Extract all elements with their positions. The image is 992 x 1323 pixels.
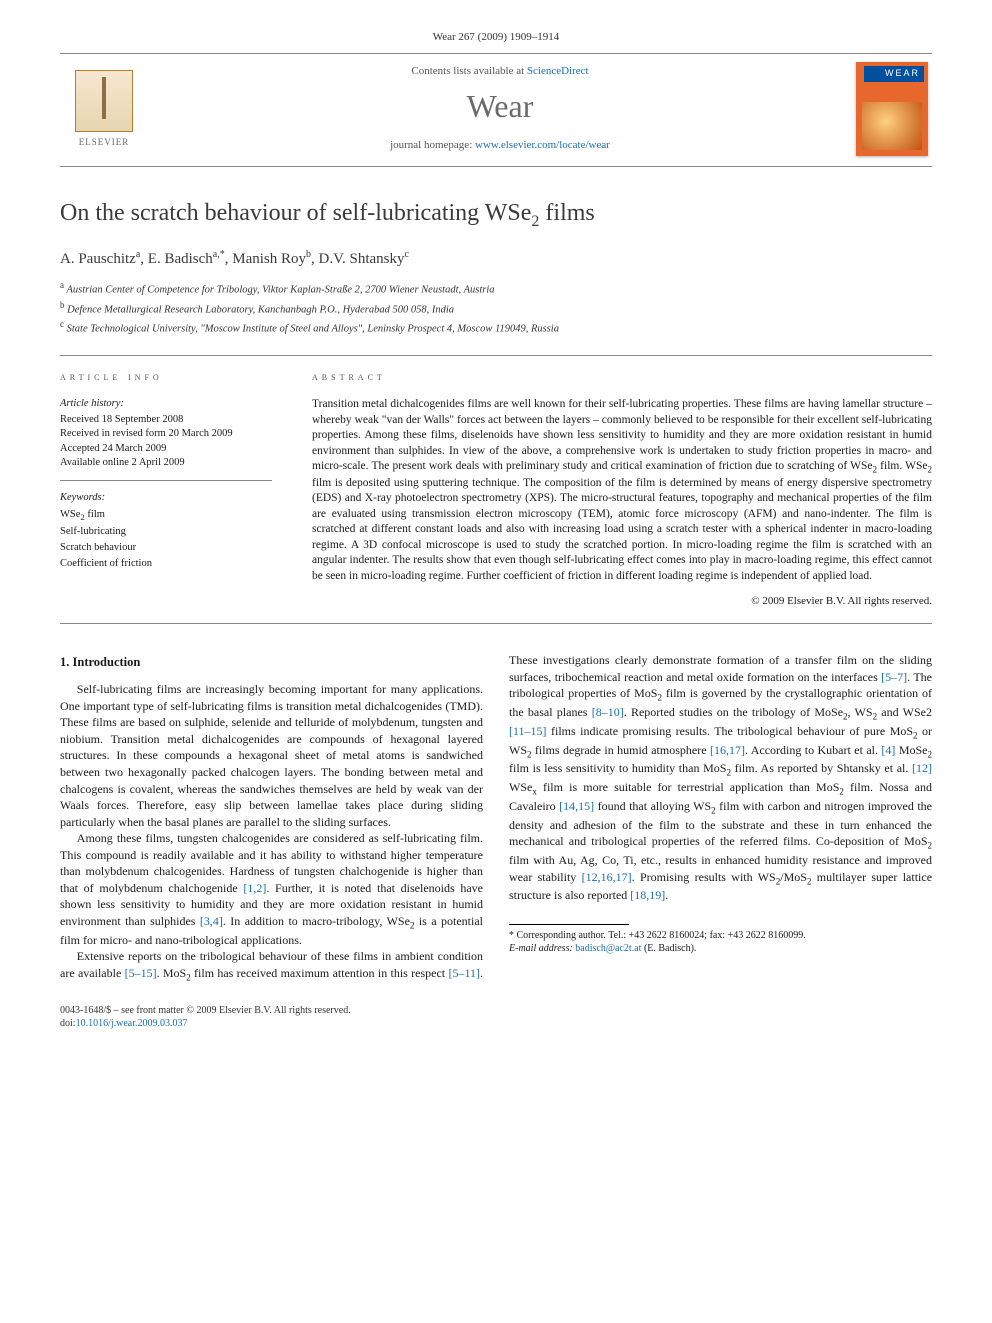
abstract-column: abstract Transition metal dichalcogenide… [290, 356, 932, 623]
keywords-block: Keywords: WSe2 film Self-lubricating Scr… [60, 491, 272, 572]
body-paragraph: Self-lubricating films are increasingly … [60, 681, 483, 830]
footnotes: * Corresponding author. Tel.: +43 2622 8… [509, 929, 932, 956]
journal-name: Wear [144, 85, 856, 128]
keyword: Coefficient of friction [60, 556, 272, 572]
cite-link[interactable]: [5–11] [448, 966, 480, 980]
cite-link[interactable]: [8–10] [592, 705, 624, 719]
corresponding-email-line: E-mail address: badisch@ac2t.at (E. Badi… [509, 942, 932, 956]
affiliation: b Defence Metallurgical Research Laborat… [60, 299, 932, 318]
corresponding-email-link[interactable]: badisch@ac2t.at [575, 943, 641, 954]
affil-text: State Technological University, "Moscow … [67, 323, 559, 334]
keyword: WSe2 film [60, 507, 272, 524]
affiliation: a Austrian Center of Competence for Trib… [60, 279, 932, 298]
cite-link[interactable]: [12,16,17] [582, 870, 632, 884]
sciencedirect-link[interactable]: ScienceDirect [527, 65, 589, 77]
cite-link[interactable]: [12] [912, 761, 932, 775]
keywords-list: WSe2 film Self-lubricating Scratch behav… [60, 507, 272, 571]
keyword: Scratch behaviour [60, 540, 272, 556]
info-abstract-row: article info Article history: Received 1… [60, 355, 932, 624]
article-history-block: Article history: Received 18 September 2… [60, 397, 272, 481]
keyword: Self-lubricating [60, 524, 272, 540]
page-footer: 0043-1648/$ – see front matter © 2009 El… [60, 1004, 932, 1031]
abstract-text: Transition metal dichalcogenides films a… [312, 397, 932, 584]
doi-label: doi: [60, 1018, 76, 1029]
authors-line: A. Pauschitza, E. Badischa,*, Manish Roy… [60, 248, 932, 269]
homepage-prefix: journal homepage: [390, 139, 475, 151]
running-head: Wear 267 (2009) 1909–1914 [60, 30, 932, 45]
contents-available-line: Contents lists available at ScienceDirec… [144, 64, 856, 79]
elsevier-tree-icon [75, 70, 133, 132]
doi-line: doi:10.1016/j.wear.2009.03.037 [60, 1017, 932, 1031]
history-line: Received 18 September 2008 [60, 413, 272, 427]
section-heading-introduction: 1. Introduction [60, 654, 483, 671]
article-info-heading: article info [60, 370, 272, 385]
history-line: Available online 2 April 2009 [60, 456, 272, 470]
email-suffix: (E. Badisch). [641, 943, 696, 954]
journal-homepage-link[interactable]: www.elsevier.com/locate/wear [475, 139, 610, 151]
cite-link[interactable]: [18,19] [630, 888, 665, 902]
corresponding-author-note: * Corresponding author. Tel.: +43 2622 8… [509, 929, 932, 943]
keywords-label: Keywords: [60, 491, 272, 505]
abstract-copyright: © 2009 Elsevier B.V. All rights reserved… [312, 594, 932, 609]
cite-link[interactable]: [4] [881, 743, 895, 757]
article-history-label: Article history: [60, 397, 272, 411]
journal-homepage-line: journal homepage: www.elsevier.com/locat… [144, 138, 856, 153]
affil-sup: b [60, 300, 65, 310]
footnote-rule [509, 924, 629, 925]
publisher-name: ELSEVIER [79, 136, 130, 148]
affil-text: Austrian Center of Competence for Tribol… [66, 285, 494, 296]
affiliation: c State Technological University, "Mosco… [60, 318, 932, 337]
email-label: E-mail address: [509, 943, 575, 954]
abstract-heading: abstract [312, 370, 932, 385]
article-info-column: article info Article history: Received 1… [60, 356, 290, 623]
affil-text: Defence Metallurgical Research Laborator… [67, 304, 454, 315]
affil-sup: c [60, 319, 64, 329]
cite-link[interactable]: [14,15] [559, 799, 594, 813]
front-matter-line: 0043-1648/$ – see front matter © 2009 El… [60, 1004, 932, 1018]
contents-prefix: Contents lists available at [411, 65, 526, 77]
article-title: On the scratch behaviour of self-lubrica… [60, 197, 932, 232]
body-paragraph: Among these films, tungsten chalcogenide… [60, 830, 483, 948]
affiliations: a Austrian Center of Competence for Trib… [60, 279, 932, 337]
cite-link[interactable]: [5–15] [125, 966, 157, 980]
cite-link[interactable]: [16,17] [710, 743, 745, 757]
affil-sup: a [60, 280, 64, 290]
journal-cover-thumbnail: WEAR [856, 62, 928, 156]
cite-link[interactable]: [3,4] [200, 914, 223, 928]
history-line: Received in revised form 20 March 2009 [60, 427, 272, 441]
cite-link[interactable]: [11–15] [509, 724, 547, 738]
cite-link[interactable]: [5–7] [881, 670, 907, 684]
cite-link[interactable]: [1,2] [243, 881, 266, 895]
history-line: Accepted 24 March 2009 [60, 442, 272, 456]
publisher-logo: ELSEVIER [64, 64, 144, 154]
body-text-columns: 1. Introduction Self-lubricating films a… [60, 652, 932, 984]
doi-link[interactable]: 10.1016/j.wear.2009.03.037 [76, 1018, 188, 1029]
masthead-center: Contents lists available at ScienceDirec… [144, 64, 856, 153]
masthead: ELSEVIER Contents lists available at Sci… [60, 53, 932, 167]
cover-label: WEAR [885, 67, 920, 79]
